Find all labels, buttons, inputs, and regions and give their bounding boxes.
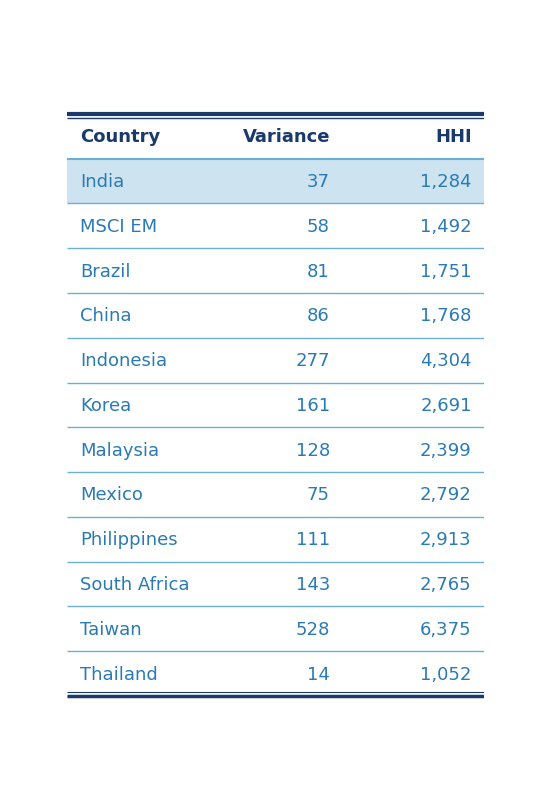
Text: MSCI EM: MSCI EM (80, 218, 157, 235)
Text: 4,304: 4,304 (420, 352, 472, 369)
Text: Mexico: Mexico (80, 486, 143, 503)
Text: Brazil: Brazil (80, 263, 130, 280)
Text: 1,751: 1,751 (420, 263, 472, 280)
Bar (67, 607, 484, 651)
Text: Philippines: Philippines (80, 531, 178, 548)
Text: 1,284: 1,284 (420, 173, 472, 191)
Text: 2,792: 2,792 (420, 486, 472, 503)
Text: 1,768: 1,768 (420, 307, 472, 325)
Text: Country: Country (80, 128, 160, 146)
Text: 6,375: 6,375 (420, 620, 472, 638)
Bar (67, 294, 484, 338)
Text: China: China (80, 307, 131, 325)
Bar (67, 160, 484, 204)
Bar (67, 383, 484, 428)
Text: 1,052: 1,052 (420, 665, 472, 683)
Text: 277: 277 (295, 352, 330, 369)
Text: Malaysia: Malaysia (80, 441, 159, 459)
Bar (67, 204, 484, 249)
Text: South Africa: South Africa (80, 575, 189, 593)
Text: Korea: Korea (80, 397, 131, 414)
Bar (67, 562, 484, 607)
Bar (67, 472, 484, 517)
Text: 2,765: 2,765 (420, 575, 472, 593)
Bar (67, 249, 484, 294)
Text: 37: 37 (307, 173, 330, 191)
Text: Variance: Variance (243, 128, 330, 146)
Text: 2,691: 2,691 (420, 397, 472, 414)
Text: 86: 86 (307, 307, 330, 325)
Text: HHI: HHI (435, 128, 472, 146)
Text: 81: 81 (307, 263, 330, 280)
Text: 75: 75 (307, 486, 330, 503)
Text: 161: 161 (296, 397, 330, 414)
Text: Taiwan: Taiwan (80, 620, 141, 638)
Text: 14: 14 (307, 665, 330, 683)
Bar (67, 428, 484, 472)
Text: 2,399: 2,399 (420, 441, 472, 459)
Bar (67, 338, 484, 383)
Bar (67, 651, 484, 696)
Text: India: India (80, 173, 124, 191)
Bar (67, 115, 484, 160)
Text: 528: 528 (295, 620, 330, 638)
Text: 143: 143 (295, 575, 330, 593)
Bar (67, 517, 484, 562)
Text: Thailand: Thailand (80, 665, 158, 683)
Text: 111: 111 (296, 531, 330, 548)
Text: 2,913: 2,913 (420, 531, 472, 548)
Text: 58: 58 (307, 218, 330, 235)
Text: 128: 128 (296, 441, 330, 459)
Text: 1,492: 1,492 (420, 218, 472, 235)
Text: Indonesia: Indonesia (80, 352, 167, 369)
